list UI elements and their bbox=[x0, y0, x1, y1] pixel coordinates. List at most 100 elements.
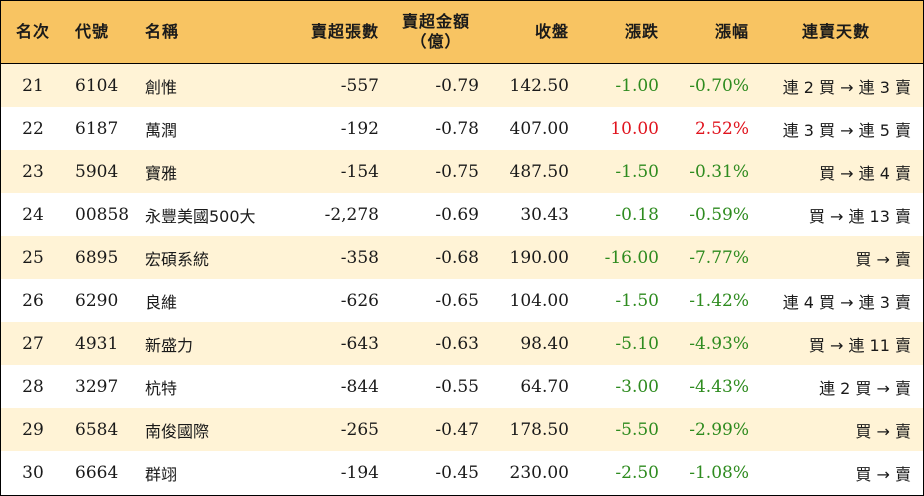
cell-volume: -643 bbox=[340, 333, 379, 354]
table-row: 27 4931 新盛力 -643 -0.63 98.40 -5.10 -4.93% 買 → 連 … bbox=[1, 322, 923, 365]
cell-change: -1.50 bbox=[615, 161, 659, 182]
cell-volume: -844 bbox=[340, 376, 379, 397]
cell-pct: -7.77% bbox=[689, 247, 749, 268]
cell-name: 群翊 bbox=[145, 464, 178, 484]
cell-change: -5.10 bbox=[615, 333, 659, 354]
header-pct: 漲幅 bbox=[714, 22, 749, 41]
cell-name: 宏碩系統 bbox=[145, 249, 210, 269]
cell-pct: -0.70% bbox=[689, 75, 749, 96]
cell-rank: 22 bbox=[22, 118, 44, 139]
cell-pct: -4.43% bbox=[689, 376, 749, 397]
cell-code: 6187 bbox=[75, 118, 119, 139]
cell-rank: 28 bbox=[22, 376, 44, 397]
table-row: 24 00858 永豐美國500大 -2,278 -0.69 30.43 -0.18 -0.5… bbox=[1, 193, 923, 236]
header-volume: 賣超張數 bbox=[310, 22, 379, 41]
cell-amount: -0.75 bbox=[435, 161, 479, 182]
cell-close: 407.00 bbox=[509, 118, 569, 139]
cell-close: 178.50 bbox=[509, 419, 569, 440]
cell-name: 南俊國際 bbox=[145, 421, 210, 441]
cell-streak: 連 2 買 → 賣 bbox=[819, 378, 911, 398]
cell-code: 3297 bbox=[75, 376, 119, 397]
cell-change: -16.00 bbox=[604, 247, 659, 268]
cell-streak: 買 → 連 11 賣 bbox=[808, 335, 911, 355]
cell-name: 寶雅 bbox=[145, 163, 178, 183]
cell-volume: -626 bbox=[340, 290, 379, 311]
cell-name: 新盛力 bbox=[145, 335, 194, 355]
header-streak: 連賣天數 bbox=[801, 22, 870, 41]
cell-close: 104.00 bbox=[509, 290, 569, 311]
cell-name: 良維 bbox=[145, 292, 178, 312]
cell-code: 4931 bbox=[75, 333, 119, 354]
cell-rank: 27 bbox=[22, 333, 44, 354]
cell-amount: -0.55 bbox=[435, 376, 479, 397]
cell-pct: -2.99% bbox=[689, 419, 749, 440]
cell-streak: 買 → 連 13 賣 bbox=[808, 206, 911, 226]
cell-amount: -0.78 bbox=[435, 118, 479, 139]
cell-amount: -0.68 bbox=[435, 247, 479, 268]
cell-close: 487.50 bbox=[509, 161, 569, 182]
cell-name: 永豐美國500大 bbox=[145, 206, 256, 226]
table-row: 29 6584 南俊國際 -265 -0.47 178.50 -5.50 -2.99% 買 → … bbox=[1, 408, 923, 451]
cell-volume: -194 bbox=[340, 462, 379, 483]
table-row: 30 6664 群翊 -194 -0.45 230.00 -2.50 -1.08% 買 → 賣 bbox=[1, 451, 923, 494]
cell-rank: 25 bbox=[22, 247, 44, 268]
cell-rank: 29 bbox=[22, 419, 44, 440]
table-row: 25 6895 宏碩系統 -358 -0.68 190.00 -16.00 -7.77% 買 →… bbox=[1, 236, 923, 279]
header-amount-line1: 賣超金額 bbox=[401, 12, 470, 31]
cell-name: 萬潤 bbox=[145, 120, 178, 140]
cell-rank: 21 bbox=[22, 75, 44, 96]
cell-amount: -0.47 bbox=[435, 419, 479, 440]
header-change: 漲跌 bbox=[624, 22, 659, 41]
cell-streak: 買 → 賣 bbox=[855, 421, 911, 441]
cell-amount: -0.79 bbox=[435, 75, 479, 96]
cell-amount: -0.69 bbox=[435, 204, 479, 225]
cell-amount: -0.63 bbox=[435, 333, 479, 354]
cell-code: 6290 bbox=[75, 290, 119, 311]
cell-streak: 連 3 買 → 連 5 賣 bbox=[782, 120, 911, 140]
cell-code: 00858 bbox=[75, 204, 130, 225]
table-row: 28 3297 杭特 -844 -0.55 64.70 -3.00 -4.43% 連 2 買 →… bbox=[1, 365, 923, 408]
header-name: 名稱 bbox=[145, 22, 180, 41]
header-amount-line2: （億） bbox=[410, 32, 462, 51]
cell-volume: -154 bbox=[340, 161, 379, 182]
cell-change: -1.50 bbox=[615, 290, 659, 311]
cell-code: 6104 bbox=[75, 75, 119, 96]
cell-name: 杭特 bbox=[145, 378, 178, 398]
cell-change: -0.18 bbox=[615, 204, 659, 225]
cell-code: 6584 bbox=[75, 419, 119, 440]
cell-name: 創惟 bbox=[145, 77, 178, 97]
cell-close: 142.50 bbox=[509, 75, 569, 96]
cell-volume: -358 bbox=[340, 247, 379, 268]
cell-rank: 26 bbox=[22, 290, 44, 311]
table-row: 26 6290 良維 -626 -0.65 104.00 -1.50 -1.42% 連 4 買 … bbox=[1, 279, 923, 322]
cell-close: 30.43 bbox=[520, 204, 569, 225]
cell-rank: 23 bbox=[22, 161, 44, 182]
cell-volume: -2,278 bbox=[324, 204, 379, 225]
cell-change: -1.00 bbox=[615, 75, 659, 96]
table-row: 23 5904 寶雅 -154 -0.75 487.50 -1.50 -0.31% 買 → 連 … bbox=[1, 150, 923, 193]
cell-volume: -557 bbox=[340, 75, 379, 96]
cell-streak: 連 2 買 → 連 3 賣 bbox=[782, 77, 911, 97]
cell-volume: -192 bbox=[340, 118, 379, 139]
cell-amount: -0.45 bbox=[435, 462, 479, 483]
cell-streak: 連 4 買 → 連 3 賣 bbox=[782, 292, 911, 312]
cell-close: 190.00 bbox=[509, 247, 569, 268]
cell-code: 6895 bbox=[75, 247, 119, 268]
table-header: 名次 代號 名稱 賣超張數 賣超金額 （億） 收盤 漲跌 漲幅 連賣天數 bbox=[1, 1, 923, 64]
cell-close: 64.70 bbox=[520, 376, 569, 397]
cell-rank: 24 bbox=[22, 204, 44, 225]
table-body: 21 6104 創惟 -557 -0.79 142.50 -1.00 -0.70% 連 2 買 … bbox=[1, 64, 923, 494]
cell-pct: -1.08% bbox=[689, 462, 749, 483]
header-amount: 賣超金額 （億） bbox=[379, 12, 479, 52]
cell-code: 6664 bbox=[75, 462, 119, 483]
header-close: 收盤 bbox=[534, 22, 569, 41]
cell-pct: -4.93% bbox=[689, 333, 749, 354]
table-row: 21 6104 創惟 -557 -0.79 142.50 -1.00 -0.70% 連 2 買 … bbox=[1, 64, 923, 107]
header-code: 代號 bbox=[75, 22, 110, 41]
cell-rank: 30 bbox=[22, 462, 44, 483]
cell-volume: -265 bbox=[340, 419, 379, 440]
cell-code: 5904 bbox=[75, 161, 119, 182]
cell-amount: -0.65 bbox=[435, 290, 479, 311]
cell-close: 98.40 bbox=[520, 333, 569, 354]
